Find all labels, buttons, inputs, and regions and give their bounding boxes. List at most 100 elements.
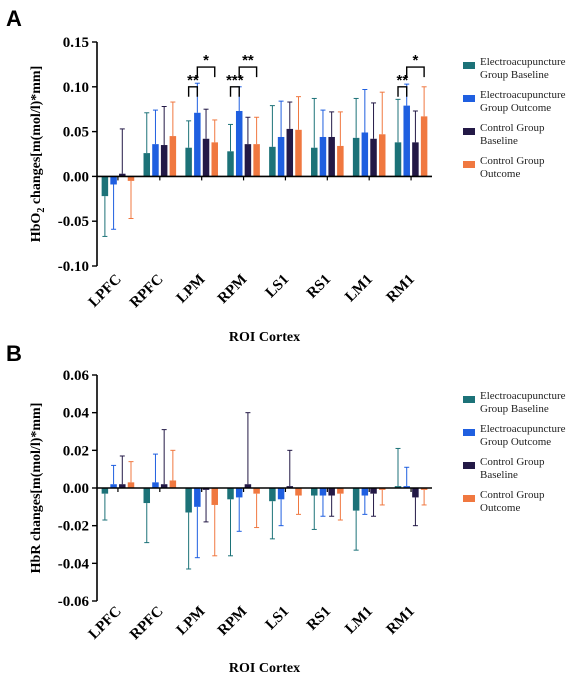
bar: [352, 488, 360, 511]
bar: [127, 482, 135, 488]
y-axis-title-main: HbO: [29, 213, 44, 243]
significance-bracket: [196, 66, 216, 78]
bar: [277, 488, 285, 500]
y-tick-label: -0.10: [58, 259, 89, 275]
y-tick-label: 0.04: [63, 406, 90, 422]
bar: [211, 488, 218, 505]
panel-letter: B: [6, 341, 22, 366]
significance-label: *: [412, 52, 418, 69]
y-axis-title-main: HbR changes[m(mol/l)*mm]: [29, 403, 44, 574]
significance-bracket: [397, 86, 408, 97]
significance-bracket: [229, 86, 240, 97]
legend-label: Control Group: [480, 456, 545, 468]
legend-swatch: [463, 128, 475, 135]
y-tick-label: 0.10: [63, 80, 89, 96]
bar: [352, 137, 360, 177]
bar: [211, 142, 218, 177]
y-tick-label: 0.02: [63, 443, 89, 459]
legend-label: Electroacupuncture: [480, 390, 566, 402]
bar: [127, 176, 135, 181]
bar: [337, 488, 344, 494]
y-tick-label: 0.06: [63, 368, 90, 384]
bar: [143, 488, 151, 504]
legend-label: Group Baseline: [480, 403, 549, 415]
bar: [420, 116, 428, 177]
y-tick-label: -0.04: [58, 556, 90, 572]
bar: [110, 484, 117, 488]
bar: [295, 129, 302, 177]
y-tick-label: 0.15: [63, 35, 89, 51]
bar: [328, 136, 335, 177]
bar: [110, 176, 117, 185]
legend-label: Control Group: [480, 489, 545, 501]
x-tick-label: LPFC: [86, 604, 125, 643]
bar: [370, 138, 377, 177]
bar: [269, 146, 276, 177]
bar: [169, 136, 177, 177]
bar: [337, 145, 344, 177]
legend-label: Group Outcome: [480, 436, 551, 448]
bar: [328, 488, 335, 496]
bar: [286, 128, 294, 177]
y-tick-label: -0.06: [58, 594, 90, 610]
bar: [378, 134, 386, 177]
bar: [202, 488, 210, 490]
x-tick-label: RPFC: [127, 272, 167, 312]
x-tick-label: RM1: [384, 604, 418, 638]
panel-letter: A: [6, 6, 22, 31]
significance-label: ***: [226, 72, 244, 89]
bar: [143, 153, 151, 177]
legend-label: Outcome: [480, 502, 520, 514]
bar: [160, 484, 168, 488]
x-tick-label: LS1: [263, 272, 293, 302]
bar: [277, 136, 285, 177]
bar: [101, 176, 109, 197]
legend-label: Control Group: [480, 122, 545, 134]
x-tick-label: LS1: [263, 604, 293, 634]
legend-label: Outcome: [480, 168, 520, 180]
bar: [244, 484, 252, 488]
legend-label: Electroacupuncture: [480, 56, 566, 68]
bar: [412, 142, 419, 177]
y-tick-label: -0.05: [58, 214, 89, 230]
bar: [194, 488, 201, 507]
y-tick-label: -0.02: [58, 519, 89, 535]
significance-label: **: [242, 52, 254, 69]
bar: [269, 488, 276, 502]
bar: [160, 145, 168, 177]
legend-swatch: [463, 429, 475, 436]
bar: [185, 147, 192, 177]
y-axis-title: HbR changes[m(mol/l)*mm]: [29, 403, 44, 574]
bar: [403, 486, 410, 488]
bar: [286, 486, 294, 488]
bar: [370, 488, 377, 494]
x-tick-label: RPFC: [127, 604, 167, 644]
bar: [169, 480, 177, 488]
bar: [253, 488, 260, 494]
significance-label: *: [203, 52, 209, 69]
bar: [119, 173, 126, 177]
x-tick-label: RS1: [304, 604, 334, 634]
bar: [244, 144, 252, 177]
legend-swatch: [463, 62, 475, 69]
bar: [361, 488, 369, 496]
bar: [202, 138, 210, 177]
bar: [319, 136, 327, 177]
legend-label: Baseline: [480, 135, 518, 147]
x-axis-title: ROI Cortex: [229, 661, 300, 676]
y-axis-title-subscript: 2: [36, 208, 47, 213]
bar: [227, 488, 234, 500]
y-tick-label: 0.00: [63, 481, 89, 497]
bar: [119, 484, 126, 488]
bar: [235, 488, 243, 498]
legend-label: Baseline: [480, 469, 518, 481]
bar: [403, 105, 410, 177]
bar: [378, 488, 386, 490]
y-axis-title: HbO2 changes[m(mol/l)*mm]: [29, 66, 47, 243]
bar: [361, 132, 369, 177]
significance-label: **: [187, 72, 199, 89]
legend-swatch: [463, 95, 475, 102]
legend-swatch: [463, 462, 475, 469]
bar: [311, 147, 318, 177]
bar: [194, 112, 201, 177]
